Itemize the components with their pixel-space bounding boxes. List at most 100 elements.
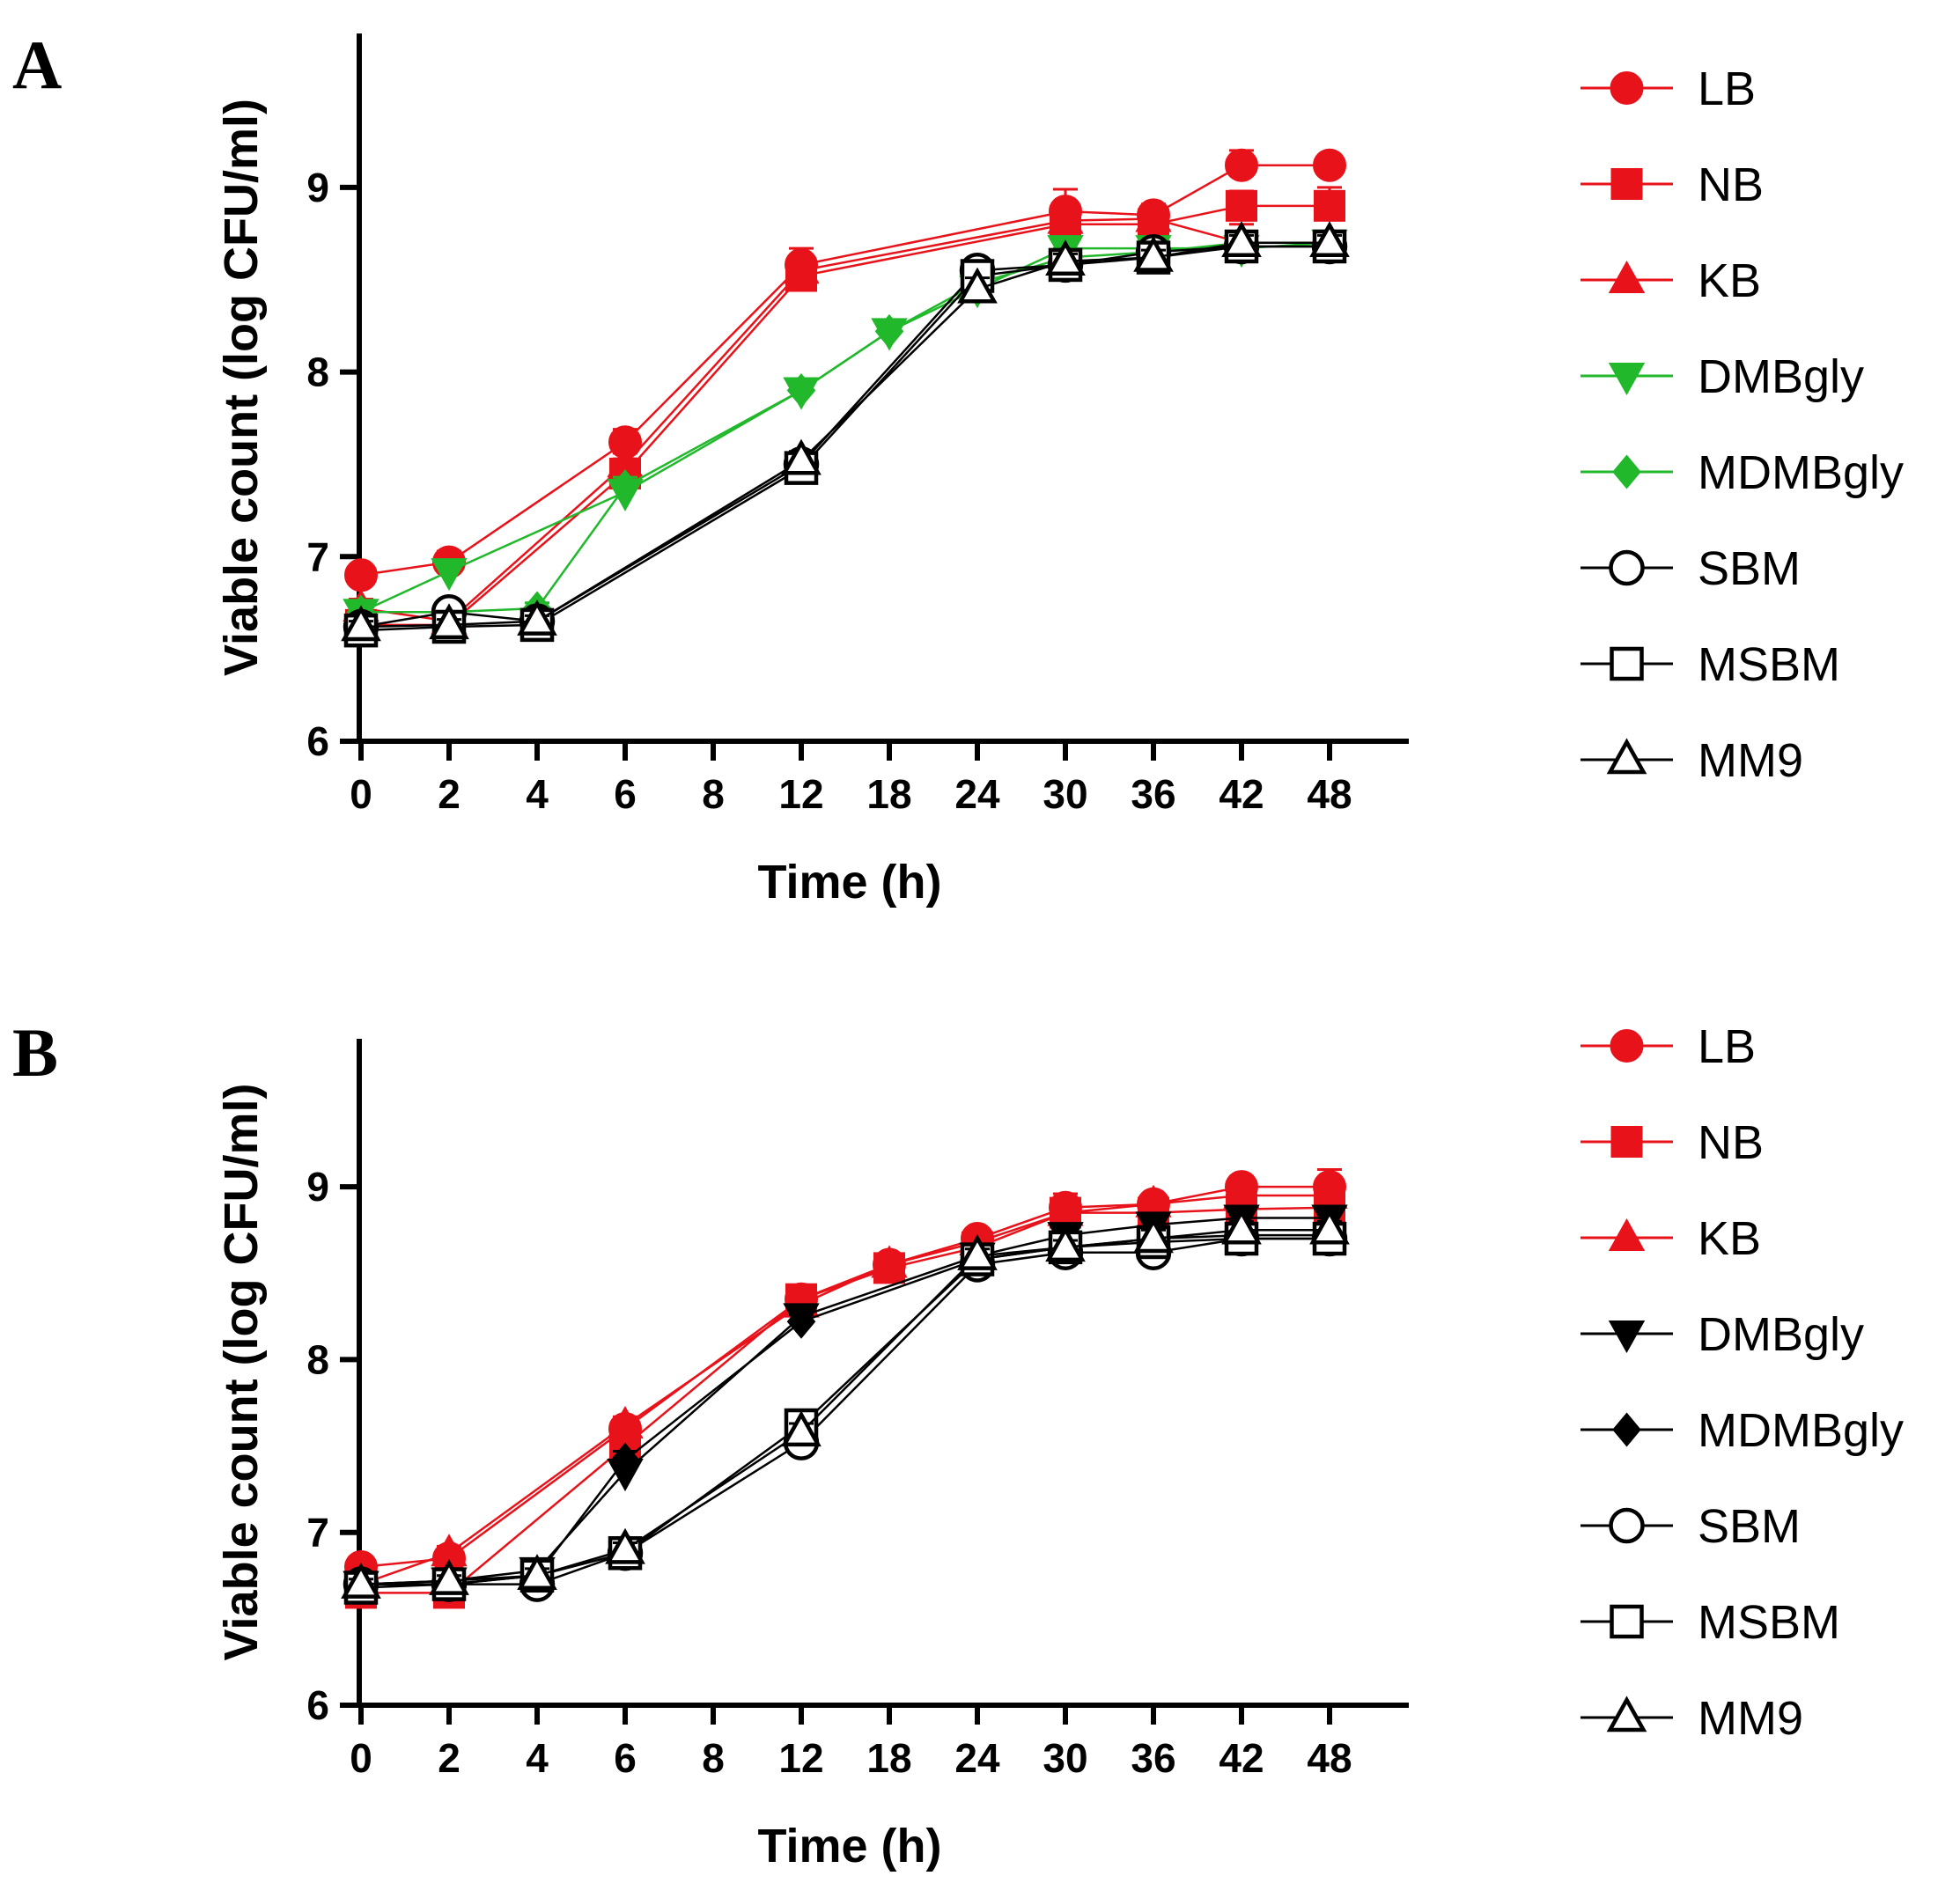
series-mm9 bbox=[341, 221, 1350, 642]
x-tick-label: 12 bbox=[778, 1735, 823, 1781]
data-point bbox=[517, 1554, 557, 1591]
legend-label: SBM bbox=[1698, 1500, 1801, 1553]
legend-label: KB bbox=[1698, 254, 1761, 307]
data-point bbox=[429, 603, 469, 640]
data-point bbox=[1313, 148, 1346, 182]
legend-item: MSBM bbox=[1581, 638, 1840, 691]
legend-marker bbox=[1608, 1218, 1646, 1251]
series-msbm bbox=[343, 1221, 1347, 1605]
series-line bbox=[360, 1194, 1330, 1585]
data-point bbox=[341, 1562, 381, 1599]
series-mdmbgly bbox=[346, 225, 1345, 629]
x-tick-label: 4 bbox=[526, 1735, 549, 1781]
series-line bbox=[360, 245, 1330, 632]
legend-item: NB bbox=[1581, 1116, 1764, 1169]
legend-marker bbox=[1610, 71, 1644, 105]
data-point bbox=[786, 1304, 816, 1339]
series-line bbox=[360, 164, 1330, 577]
panel-letter: A bbox=[12, 26, 62, 103]
data-point bbox=[1309, 1208, 1350, 1245]
x-axis-title: Time (h) bbox=[757, 856, 941, 909]
data-point bbox=[1135, 199, 1172, 232]
x-tick-label: 24 bbox=[954, 1735, 1000, 1781]
series-line bbox=[360, 241, 1330, 614]
legend-item: DMBgly bbox=[1581, 350, 1864, 403]
data-point bbox=[1133, 1217, 1174, 1254]
legend-item: LB bbox=[1581, 63, 1756, 115]
x-tick-label: 30 bbox=[1043, 771, 1087, 817]
data-point bbox=[344, 558, 378, 592]
data-point bbox=[517, 600, 557, 636]
legend-label: MM9 bbox=[1698, 1692, 1803, 1745]
data-point bbox=[1225, 148, 1258, 182]
x-tick-label: 8 bbox=[702, 1735, 725, 1781]
series-line bbox=[361, 1233, 1330, 1585]
x-tick-label: 8 bbox=[702, 771, 725, 817]
x-tick-label: 18 bbox=[866, 771, 911, 817]
legend-marker bbox=[1609, 1507, 1645, 1544]
series-dmbgly bbox=[343, 1204, 1348, 1604]
legend-marker bbox=[1610, 646, 1644, 681]
x-tick-label: 48 bbox=[1307, 771, 1352, 817]
x-tick-label: 6 bbox=[614, 771, 637, 817]
series-line bbox=[360, 1228, 1330, 1585]
data-point bbox=[781, 438, 822, 475]
y-tick-label: 9 bbox=[306, 165, 329, 210]
legend-label: MSBM bbox=[1698, 638, 1840, 691]
x-tick-label: 24 bbox=[954, 771, 1000, 817]
legend-label: NB bbox=[1698, 158, 1764, 211]
series-line bbox=[360, 1237, 1330, 1589]
legend-marker bbox=[1606, 738, 1647, 775]
legend-label: DMBgly bbox=[1698, 1308, 1864, 1361]
legend-marker bbox=[1608, 260, 1646, 293]
series-dmbgly bbox=[343, 229, 1348, 632]
data-point bbox=[783, 251, 820, 284]
x-tick-label: 42 bbox=[1219, 1735, 1264, 1781]
legend-label: SBM bbox=[1698, 542, 1801, 595]
data-point bbox=[1221, 1208, 1262, 1245]
series-mdmbgly bbox=[346, 1218, 1345, 1602]
legend-marker bbox=[1612, 454, 1641, 489]
x-tick-label: 18 bbox=[866, 1735, 911, 1781]
data-point bbox=[957, 1234, 998, 1270]
legend-item: SBM bbox=[1581, 542, 1801, 595]
series-line bbox=[361, 1237, 1330, 1585]
y-tick-label: 8 bbox=[306, 1336, 329, 1382]
legend-item: KB bbox=[1581, 254, 1761, 307]
data-point bbox=[1309, 221, 1350, 258]
x-tick-label: 4 bbox=[526, 771, 549, 817]
y-tick-label: 9 bbox=[306, 1164, 329, 1210]
legend-label: KB bbox=[1698, 1212, 1761, 1265]
data-point bbox=[610, 1442, 640, 1477]
legend: LB NB KB DMBgly MDMBgly SBM MSBM MM9 bbox=[1581, 63, 1904, 787]
x-tick-label: 36 bbox=[1131, 771, 1175, 817]
legend-marker bbox=[1609, 549, 1645, 586]
x-tick-label: 6 bbox=[614, 1735, 637, 1781]
legend-label: MSBM bbox=[1698, 1596, 1840, 1649]
legend-marker bbox=[1608, 363, 1646, 396]
data-point bbox=[431, 558, 468, 592]
series-line bbox=[360, 1185, 1330, 1569]
legend-label: MDMBgly bbox=[1698, 446, 1904, 499]
x-tick-label: 48 bbox=[1307, 1735, 1352, 1781]
y-tick-label: 7 bbox=[306, 1510, 329, 1556]
legend-label: NB bbox=[1698, 1116, 1764, 1169]
y-tick-label: 6 bbox=[306, 718, 329, 764]
data-point bbox=[786, 372, 816, 408]
legend-label: DMBgly bbox=[1698, 350, 1864, 403]
data-point bbox=[871, 1245, 908, 1278]
x-tick-label: 30 bbox=[1043, 1735, 1087, 1781]
legend-marker bbox=[1610, 1029, 1644, 1063]
y-tick-label: 7 bbox=[306, 533, 329, 579]
x-tick-label: 42 bbox=[1219, 771, 1264, 817]
data-point bbox=[1047, 201, 1084, 234]
data-point bbox=[605, 1527, 645, 1564]
legend-item: MDMBgly bbox=[1581, 1404, 1904, 1457]
x-tick-label: 36 bbox=[1131, 1735, 1175, 1781]
legend-marker bbox=[1608, 1321, 1646, 1354]
x-tick-label: 2 bbox=[438, 771, 461, 817]
panel-letter: B bbox=[12, 1014, 58, 1091]
data-point bbox=[607, 1405, 644, 1439]
